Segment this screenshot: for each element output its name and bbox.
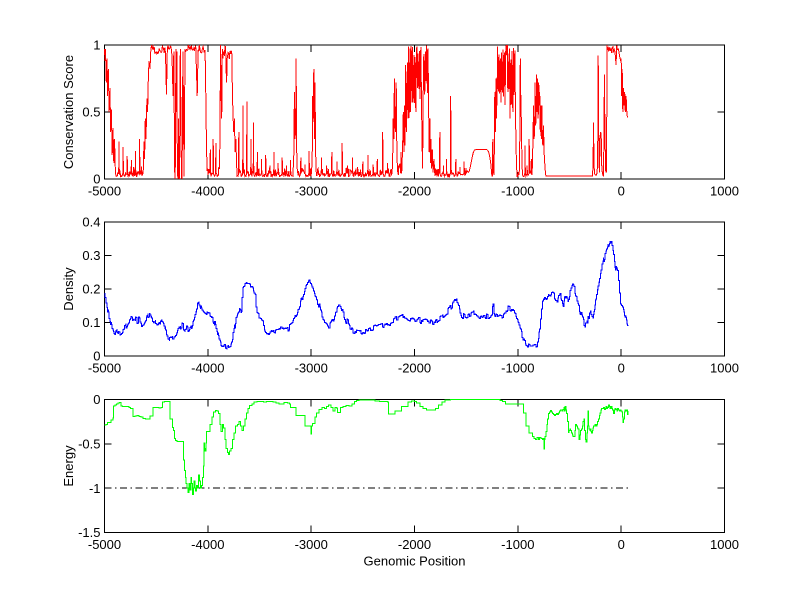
svg-text:0: 0: [618, 537, 625, 552]
svg-text:0.2: 0.2: [82, 282, 100, 297]
svg-text:-1000: -1000: [501, 537, 534, 552]
svg-text:-1: -1: [89, 481, 101, 496]
svg-text:-5000: -5000: [88, 361, 121, 376]
svg-text:-3000: -3000: [295, 184, 328, 199]
svg-text:-4000: -4000: [191, 184, 224, 199]
svg-text:0: 0: [618, 184, 625, 199]
svg-text:0: 0: [618, 361, 625, 376]
svg-text:1: 1: [93, 38, 100, 53]
svg-text:0.1: 0.1: [82, 315, 100, 330]
svg-text:Genomic Position: Genomic Position: [364, 554, 466, 569]
svg-text:0.4: 0.4: [82, 215, 100, 230]
svg-text:0: 0: [93, 349, 100, 364]
svg-text:Energy: Energy: [61, 445, 76, 487]
svg-text:-2000: -2000: [398, 361, 431, 376]
svg-text:-2000: -2000: [398, 537, 431, 552]
svg-text:1000: 1000: [710, 537, 739, 552]
svg-text:-2000: -2000: [398, 184, 431, 199]
svg-text:0: 0: [93, 392, 100, 407]
svg-text:-3000: -3000: [295, 537, 328, 552]
svg-text:-0.5: -0.5: [78, 437, 100, 452]
svg-text:-4000: -4000: [191, 537, 224, 552]
svg-text:-1000: -1000: [501, 361, 534, 376]
svg-text:Conservation Score: Conservation Score: [61, 55, 76, 169]
svg-text:0.3: 0.3: [82, 248, 100, 263]
svg-text:-5000: -5000: [88, 184, 121, 199]
svg-text:0: 0: [93, 172, 100, 187]
svg-text:0.5: 0.5: [82, 105, 100, 120]
svg-text:-4000: -4000: [191, 361, 224, 376]
svg-text:1000: 1000: [710, 361, 739, 376]
svg-text:1000: 1000: [710, 184, 739, 199]
svg-text:-1.5: -1.5: [78, 525, 100, 540]
svg-text:Density: Density: [61, 267, 76, 311]
svg-text:-3000: -3000: [295, 361, 328, 376]
svg-text:-5000: -5000: [88, 537, 121, 552]
svg-text:-1000: -1000: [501, 184, 534, 199]
